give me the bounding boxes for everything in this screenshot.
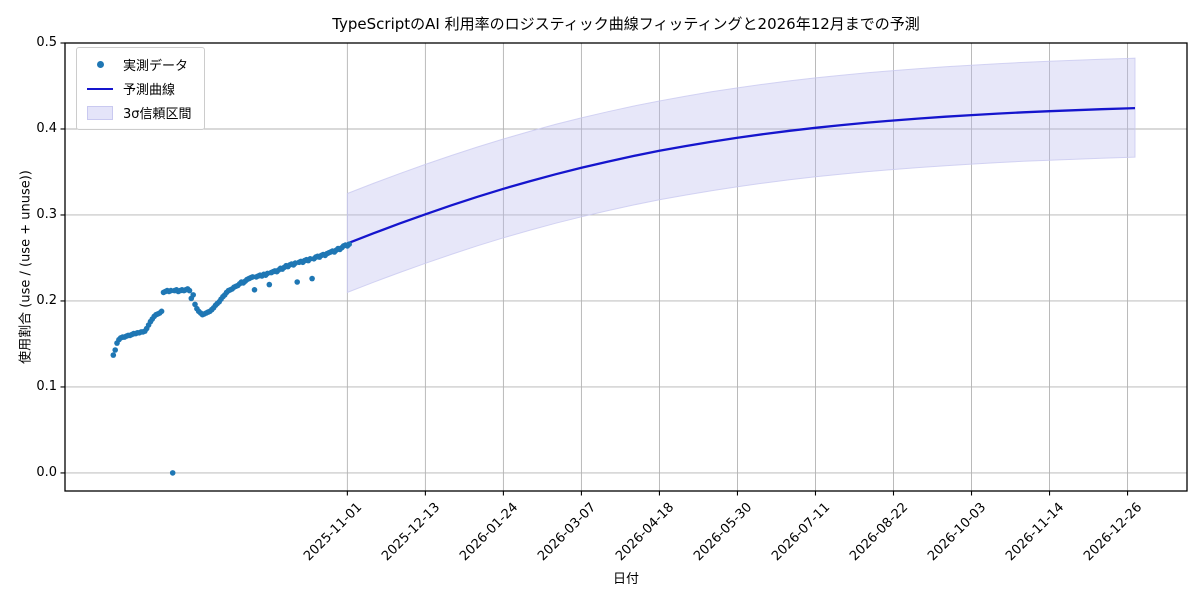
scatter-point — [110, 352, 117, 358]
scatter-point — [346, 241, 353, 247]
confidence-band — [346, 57, 1136, 294]
axis-spine — [64, 42, 1188, 492]
scatter-point — [251, 287, 258, 293]
legend-item-band: 3σ信頼区間 — [87, 103, 192, 122]
forecast-line — [346, 106, 1136, 245]
scatter-point — [309, 275, 315, 282]
scatter-marker-icon — [87, 61, 113, 68]
legend-item-forecast: 予測曲線 — [87, 79, 192, 98]
y-tick-label: 0.3 — [36, 206, 57, 222]
scatter-point — [186, 287, 193, 294]
chart-title: TypeScriptのAI 利用率のロジスティック曲線フィッティングと2026年… — [332, 15, 920, 33]
scatter-point — [294, 279, 301, 285]
scatter-point — [266, 281, 273, 288]
y-tick-label: 0.5 — [36, 35, 57, 50]
scatter-point — [169, 470, 176, 476]
y-tick-label: 0.2 — [36, 292, 57, 308]
legend: 実測データ 予測曲線 3σ信頼区間 — [76, 47, 205, 130]
scatter-point — [190, 292, 196, 298]
band-marker-icon — [87, 105, 113, 120]
y-tick-label: 0.4 — [36, 120, 57, 136]
line-marker-icon — [87, 87, 113, 90]
legend-label: 実測データ — [123, 59, 189, 74]
y-axis-label: 使用割合 (use / (use + unuse)) — [18, 170, 34, 364]
scatter-point — [192, 301, 198, 308]
scatter-point — [112, 347, 118, 353]
legend-item-observed: 実測データ — [87, 55, 192, 74]
scatter-point — [158, 308, 165, 315]
x-axis-label: 日付 — [612, 572, 640, 587]
legend-label: 3σ信頼区間 — [123, 107, 192, 122]
y-tick-label: 0.0 — [36, 464, 57, 480]
y-tick-label: 0.1 — [36, 378, 57, 394]
legend-label: 予測曲線 — [123, 83, 176, 98]
